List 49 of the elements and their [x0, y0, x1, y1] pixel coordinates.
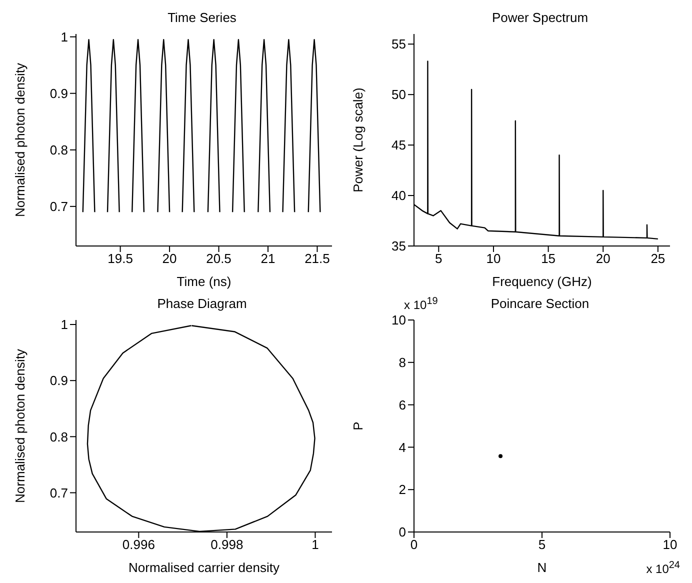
x-tick-label: 0.996 [122, 537, 155, 552]
y-tick-label: 0.9 [50, 86, 68, 101]
y-axis-title: Normalised photon density [12, 62, 28, 217]
y-tick-label: 1 [60, 317, 68, 332]
x-tick-label: 5 [538, 537, 546, 552]
y-tick-label: 0.8 [50, 429, 68, 444]
y-axis-title: Power (Log scale) [350, 88, 366, 192]
x-tick-label: 0.998 [210, 537, 244, 552]
x-axis-title: Normalised carrier density [128, 560, 280, 575]
x-tick-label: 0 [410, 537, 418, 552]
y-tick-label: 2 [398, 482, 406, 498]
y-tick-label: 1 [60, 29, 68, 44]
y-tick-label: 8 [398, 355, 406, 370]
chart-title: Time Series [166, 9, 238, 27]
x-tick-label: 1 [312, 537, 319, 552]
y-tick-label: 0 [398, 524, 406, 540]
x-tick-label: 15 [541, 251, 556, 266]
x-tick-label: 5 [435, 251, 442, 266]
x-tick-label: 20 [596, 251, 610, 266]
y-tick-label: 0.9 [50, 373, 68, 388]
chart-title: Power Spectrum [490, 9, 590, 27]
text: x 10$^{19}$ [404, 296, 438, 312]
y-tick-label: 55 [392, 36, 406, 52]
x-axis-title: Frequency (GHz) [492, 274, 592, 289]
x-tick-label: 21 [260, 251, 276, 266]
text: x 10$^{24}$ [646, 560, 680, 576]
y-axis-title: P [350, 422, 366, 430]
y-tick-label: 0.7 [50, 485, 68, 500]
y-tick-label: 10 [392, 312, 406, 328]
y-tick-label: 50 [392, 87, 406, 102]
x-tick-label: 10 [662, 537, 678, 552]
x-axis-title: Time (ns) [176, 274, 232, 289]
chart-title: Phase Diagram [156, 295, 248, 313]
x-tick-label: 21.5 [304, 251, 330, 266]
y-axis-title: Normalised photon density [12, 348, 28, 503]
chart-title: Poincare Section [490, 296, 590, 311]
y-tick-label: 0.7 [50, 199, 68, 214]
y-tick-label: 40 [392, 188, 406, 204]
x-axis-title: N [537, 560, 547, 575]
y-tick-label: 6 [398, 397, 406, 412]
y-tick-label: 4 [398, 440, 406, 455]
y-tick-label: 0.8 [50, 142, 68, 158]
x-tick-label: 20 [162, 251, 177, 266]
y-tick-label: 45 [392, 138, 406, 153]
x-tick-label: 25 [650, 251, 666, 266]
x-tick-label: 10 [486, 251, 501, 266]
y-tick-label: 35 [392, 238, 406, 254]
x-tick-label: 20.5 [206, 251, 232, 266]
x-tick-label: 19.5 [108, 251, 133, 266]
